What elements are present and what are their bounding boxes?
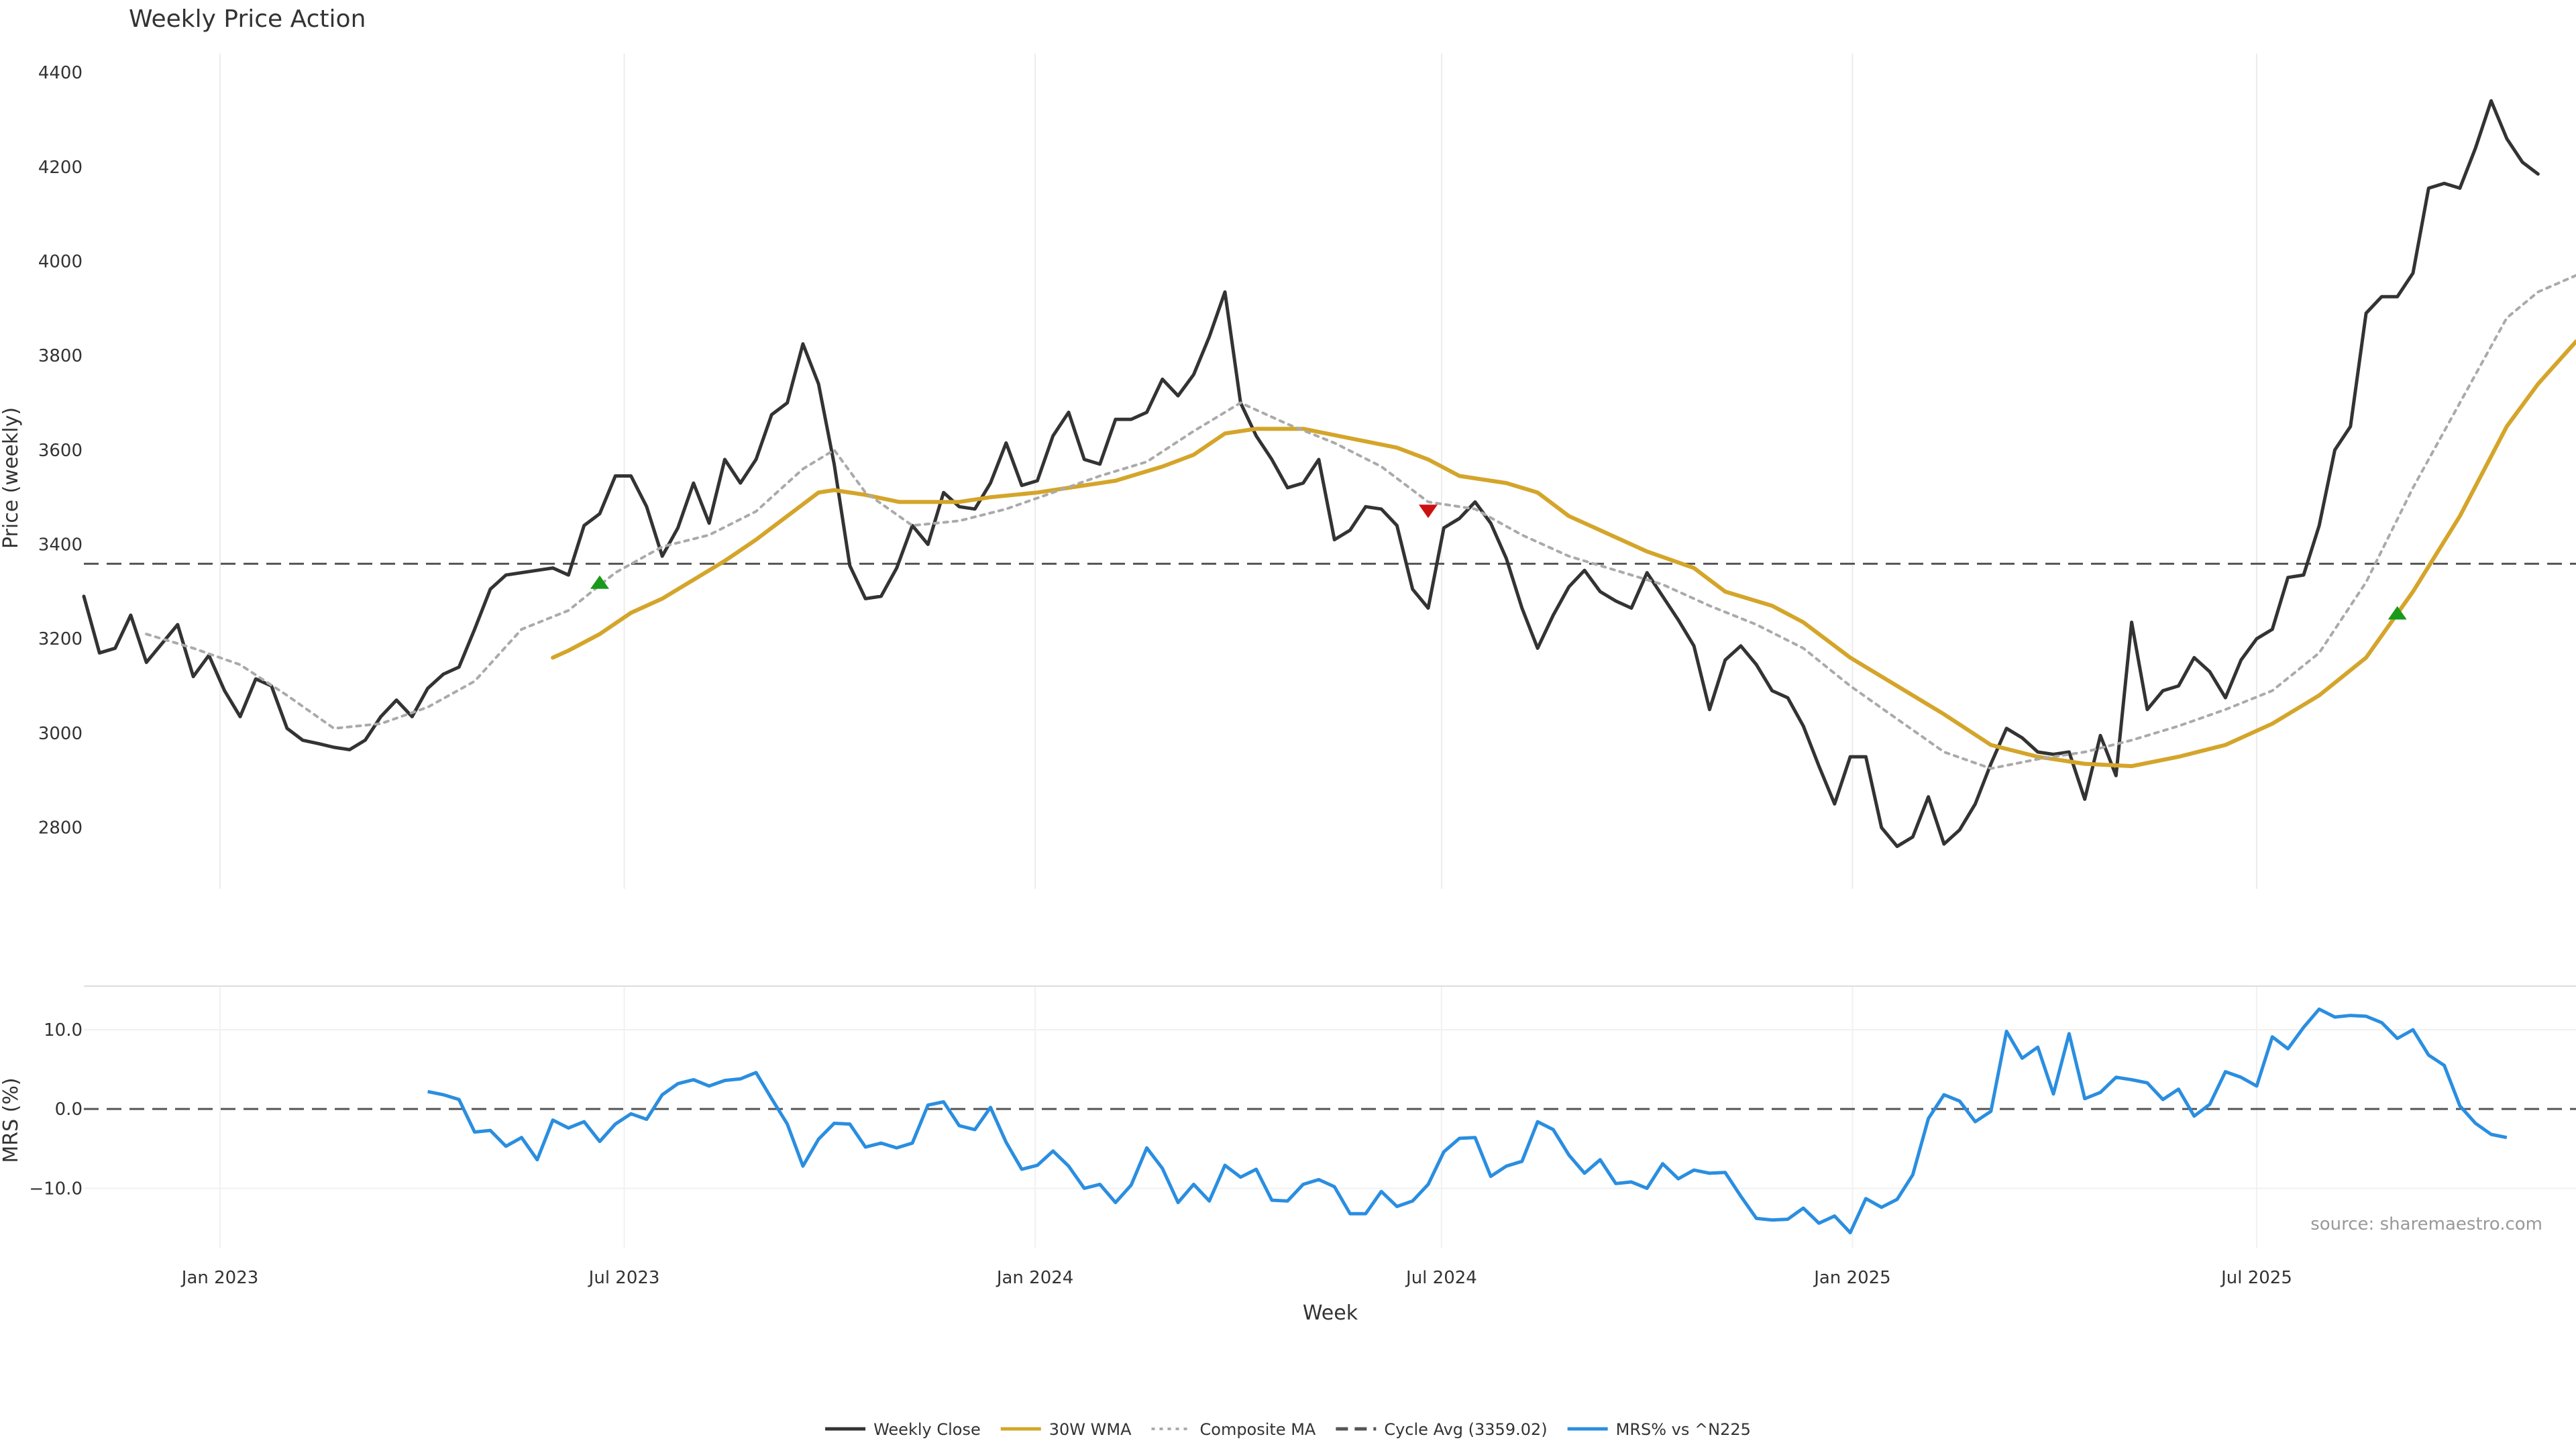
price-panel: 2800 3000 3200 3400 3600 3800 4000 4200 4400 Pric… <box>0 54 2576 889</box>
x-tick-label: Jan 2023 <box>180 1268 259 1288</box>
price-y-tick-label: 4400 <box>38 63 83 83</box>
x-tick-label: Jan 2024 <box>996 1268 1074 1288</box>
series-line-30w-wma <box>551 339 2576 769</box>
signal-marker-up <box>590 575 609 589</box>
signal-marker-up <box>2387 606 2407 620</box>
x-tick-label: Jul 2024 <box>1405 1268 1477 1288</box>
x-axis: Jan 2023 Jul 2023 Jan 2024 Jul 2024 Jan 2025… <box>180 1268 2292 1288</box>
mrs-y-tick-label: 0.0 <box>55 1099 83 1120</box>
price-y-tick-label: 3600 <box>38 441 83 461</box>
x-tick-label: Jul 2025 <box>2220 1268 2292 1288</box>
x-axis-label: Week <box>1303 1301 1358 1325</box>
legend-entry-label: Cycle Avg (3359.02) <box>1384 1420 1547 1439</box>
source-note: source: sharemaestro.com <box>2310 1214 2542 1234</box>
signal-marker-down <box>1418 504 1438 519</box>
chart-title: Weekly Price Action <box>129 5 366 33</box>
series-line-weekly-close <box>82 99 2540 849</box>
legend: Weekly Close 30W WMA Composite MA Cycle Avg… <box>825 1420 1751 1439</box>
price-y-tick-label: 3800 <box>38 346 83 366</box>
mrs-y-axis-label: MRS (%) <box>0 1077 23 1163</box>
mrs-y-tick-label: 10.0 <box>44 1020 83 1040</box>
series-line-composite-ma <box>145 274 2576 770</box>
legend-entry-label: MRS% vs ^N225 <box>1616 1420 1751 1439</box>
mrs-panel: 10.0 0.0 −10.0 MRS (%) <box>0 985 2576 1248</box>
mrs-y-tick-label: −10.0 <box>29 1179 83 1199</box>
price-y-tick-label: 2800 <box>38 818 83 839</box>
legend-entry-label: Weekly Close <box>873 1420 981 1439</box>
price-y-axis-label: Price (weekly) <box>0 407 23 549</box>
x-tick-label: Jan 2025 <box>1813 1268 1891 1288</box>
price-y-tick-label: 3000 <box>38 724 83 744</box>
price-y-tick-label: 3400 <box>38 535 83 555</box>
price-y-tick-label: 4000 <box>38 252 83 272</box>
price-y-tick-label: 4200 <box>38 158 83 178</box>
x-tick-label: Jul 2023 <box>588 1268 660 1288</box>
series-line-mrs <box>427 1007 2508 1234</box>
price-y-tick-label: 3200 <box>38 629 83 649</box>
legend-entry-label: 30W WMA <box>1049 1420 1132 1439</box>
legend-entry-label: Composite MA <box>1200 1420 1316 1439</box>
